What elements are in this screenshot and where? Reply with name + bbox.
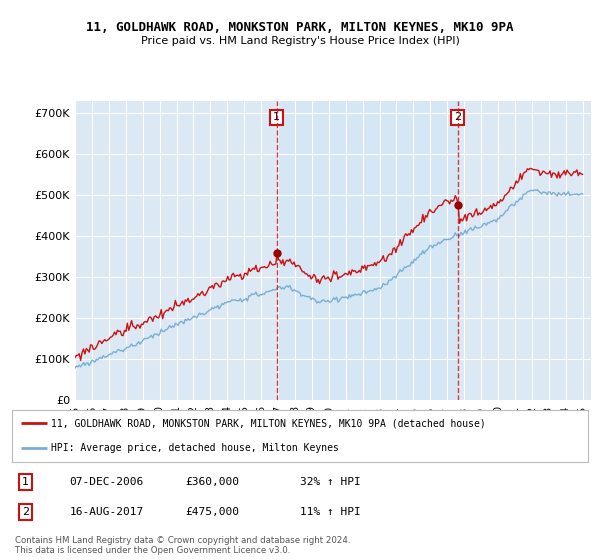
Text: £360,000: £360,000 [185, 477, 239, 487]
Text: 07-DEC-2006: 07-DEC-2006 [70, 477, 144, 487]
Text: £475,000: £475,000 [185, 507, 239, 517]
Text: 1: 1 [22, 477, 29, 487]
Text: HPI: Average price, detached house, Milton Keynes: HPI: Average price, detached house, Milt… [51, 442, 339, 452]
Text: 2: 2 [454, 112, 461, 122]
Text: Price paid vs. HM Land Registry's House Price Index (HPI): Price paid vs. HM Land Registry's House … [140, 36, 460, 46]
Text: Contains HM Land Registry data © Crown copyright and database right 2024.
This d: Contains HM Land Registry data © Crown c… [15, 536, 350, 556]
Text: 11, GOLDHAWK ROAD, MONKSTON PARK, MILTON KEYNES, MK10 9PA: 11, GOLDHAWK ROAD, MONKSTON PARK, MILTON… [86, 21, 514, 34]
Text: 32% ↑ HPI: 32% ↑ HPI [300, 477, 361, 487]
Text: 11, GOLDHAWK ROAD, MONKSTON PARK, MILTON KEYNES, MK10 9PA (detached house): 11, GOLDHAWK ROAD, MONKSTON PARK, MILTON… [51, 418, 486, 428]
Text: 16-AUG-2017: 16-AUG-2017 [70, 507, 144, 517]
Bar [277, 101, 458, 400]
Text: 1: 1 [273, 112, 280, 122]
Text: 11% ↑ HPI: 11% ↑ HPI [300, 507, 361, 517]
Text: 2: 2 [22, 507, 29, 517]
